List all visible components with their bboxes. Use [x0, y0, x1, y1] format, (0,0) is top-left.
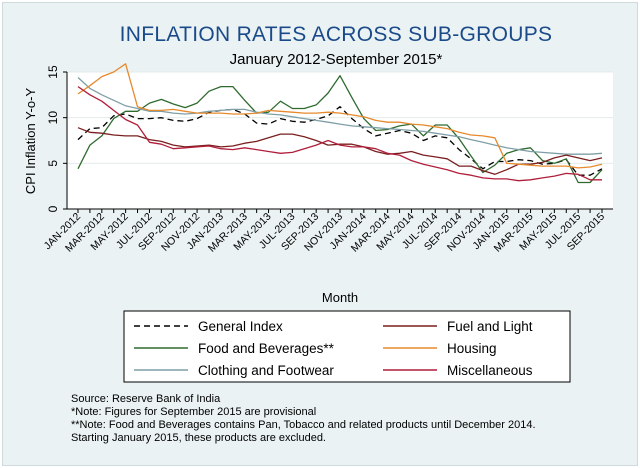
series-line-general-index [77, 106, 603, 176]
food-note-line1: **Note: Food and Beverages contains Pan,… [71, 419, 536, 431]
series-line-food-and-beverages [77, 75, 603, 184]
series-line-fuel-and-light [77, 127, 603, 175]
provisional-note: *Note: Figures for September 2015 are pr… [71, 406, 316, 418]
food-note-line2: Starting January 2015, these products ar… [71, 432, 326, 444]
legend-label: General Index [198, 319, 283, 334]
y-tick-label: 15 [46, 65, 60, 79]
y-axis-label: CPI Inflation Y-o-Y [23, 88, 38, 195]
chart-title: INFLATION RATES ACROSS SUB-GROUPS [120, 23, 553, 46]
series-line-miscellaneous [77, 86, 602, 182]
series-line-housing [77, 63, 603, 169]
y-tick-label: 10 [46, 111, 60, 125]
legend-box [123, 310, 571, 383]
legend-label: Miscellaneous [447, 363, 533, 378]
series-line-clothing-and-footwear [77, 77, 603, 155]
legend-label: Housing [447, 341, 497, 356]
source-note: Source: Reserve Bank of India [71, 393, 221, 405]
y-tick-label: 0 [46, 205, 60, 212]
x-axis-label: Month [322, 290, 358, 305]
chart-subtitle: January 2012-September 2015* [230, 51, 443, 68]
y-tick-label: 5 [46, 160, 60, 167]
legend-label: Fuel and Light [447, 319, 533, 334]
legend-label: Food and Beverages** [198, 341, 335, 356]
legend-label: Clothing and Footwear [198, 363, 334, 378]
